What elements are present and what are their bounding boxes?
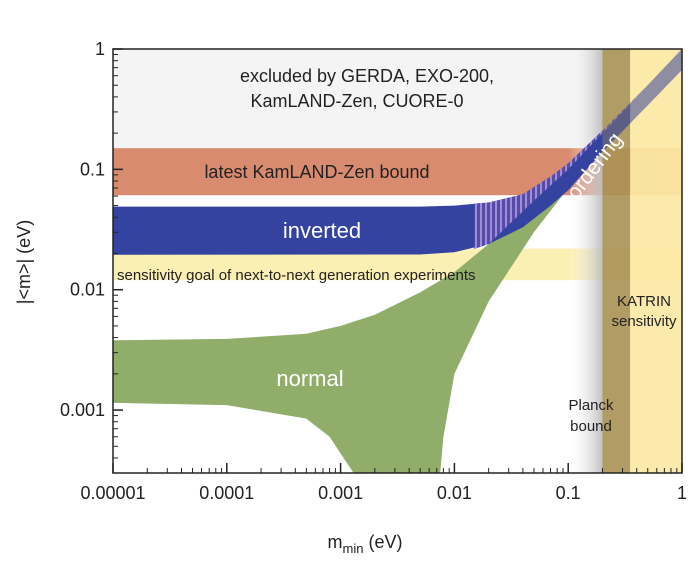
- x-tick-label: 0.0001: [199, 483, 254, 503]
- x-tick-label: 1: [677, 483, 687, 503]
- annotation-inverted: inverted: [283, 218, 361, 243]
- x-tick-label: 0.00001: [80, 483, 145, 503]
- series-layer: [113, 49, 682, 473]
- y-tick-label: 1: [95, 39, 105, 59]
- x-axis-label: mmin (eV): [328, 532, 403, 556]
- x-axis-label-subscript: min: [343, 541, 364, 556]
- y-tick-label: 0.001: [60, 400, 105, 420]
- annotation-normal: normal: [276, 366, 343, 391]
- annotation-katrin-line-1: KATRIN: [617, 293, 671, 310]
- plot-area: [113, 49, 682, 473]
- y-axis-label: |<m>| (eV): [14, 220, 34, 304]
- annotation-planck-line-1: Planck: [568, 397, 614, 414]
- annotation-next-gen-goal: sensitivity goal of next-to-next generat…: [117, 267, 476, 284]
- region-katrin-overlay: [630, 49, 682, 473]
- ordering-overlap-stripes: [474, 49, 682, 249]
- y-tick-label: 0.1: [80, 159, 105, 179]
- x-tick-label: 0.1: [556, 483, 581, 503]
- plot-frame: [112, 48, 683, 474]
- annotation-gerda-line-1: excluded by GERDA, EXO-200,: [240, 66, 494, 86]
- series-inverted-area: [113, 49, 682, 255]
- overlay-layer: [474, 49, 682, 473]
- y-tick-label: 0.01: [70, 280, 105, 300]
- annotation-planck-line-2: bound: [570, 418, 612, 435]
- regions-layer: [568, 49, 682, 473]
- annotation-katrin-line-2: sensitivity: [611, 313, 677, 330]
- x-tick-label: 0.001: [318, 483, 363, 503]
- series-normal-area: [113, 49, 682, 473]
- ticks-layer: 0.00001 0.0001 0.001 0.01 0.1 1 0.001 0.01 0.1 1: [60, 39, 687, 503]
- annotation-kamland-bound: latest KamLAND-Zen bound: [204, 162, 429, 182]
- annotation-gerda-line-2: KamLAND-Zen, CUORE-0: [250, 91, 463, 111]
- region-katrin-sensitivity: [630, 49, 682, 473]
- region-planck-overlay: [602, 49, 631, 473]
- x-tick-label: 0.01: [437, 483, 472, 503]
- region-planck-gradient: [568, 49, 603, 473]
